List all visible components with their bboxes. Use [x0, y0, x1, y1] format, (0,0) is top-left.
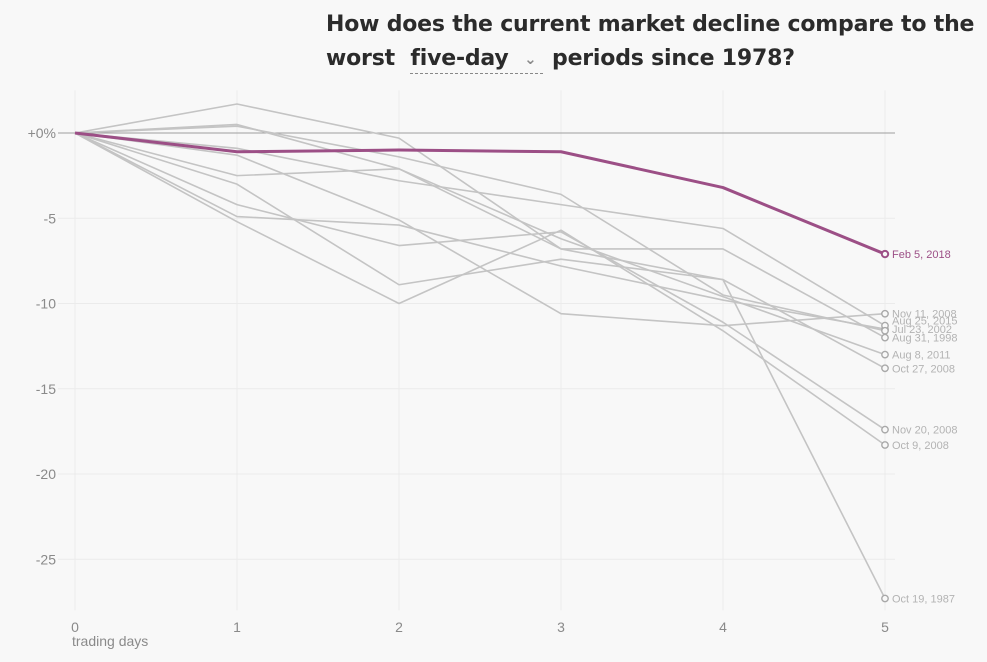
- series-line: [74, 132, 886, 369]
- series-end-marker: [881, 425, 889, 434]
- title-line-1: How does the current market decline comp…: [326, 12, 975, 37]
- series-end-marker: [881, 364, 889, 373]
- series-line: [74, 132, 886, 446]
- x-tick-label: 4: [719, 619, 727, 635]
- x-axis-label: trading days: [72, 633, 148, 649]
- series-end-marker: [881, 326, 889, 335]
- series-end-label: Oct 19, 1987: [892, 593, 955, 605]
- series-lines: [74, 103, 890, 603]
- series-end-label: Oct 27, 2008: [892, 363, 955, 375]
- series-end-label: Feb 5, 2018: [892, 249, 951, 261]
- series-line: [74, 123, 886, 599]
- x-tick-label: 0: [71, 619, 79, 635]
- series-end-label: Jul 23, 2002: [892, 324, 952, 336]
- chart-grid: [58, 90, 895, 611]
- chevron-down-icon: ⌄: [524, 50, 537, 68]
- series-end-label: Oct 9, 2008: [892, 440, 949, 452]
- series-end-marker: [881, 333, 889, 342]
- series-end-marker: [880, 249, 890, 259]
- highlight-series-line: [74, 131, 886, 256]
- title-prefix: worst: [326, 46, 395, 71]
- series-end-marker: [881, 350, 889, 359]
- series-line: [74, 103, 886, 339]
- series-end-label: Nov 20, 2008: [892, 425, 957, 437]
- period-dropdown[interactable]: five-day ⌄: [410, 45, 543, 74]
- series-line: [74, 125, 886, 332]
- series-line: [74, 132, 886, 356]
- x-tick-label: 2: [395, 619, 403, 635]
- series-end-marker: [881, 309, 889, 318]
- x-tick-label: 1: [233, 619, 241, 635]
- title-suffix: periods since 1978?: [552, 46, 795, 71]
- period-dropdown-value: five-day: [410, 46, 509, 71]
- x-tick-label: 3: [557, 619, 565, 635]
- y-tick-label: -10: [36, 296, 56, 312]
- series-end-label: Aug 8, 2011: [892, 350, 951, 362]
- series-end-marker: [881, 441, 889, 449]
- series-line: [74, 132, 886, 330]
- series-end-marker: [881, 594, 889, 603]
- y-tick-label: -15: [36, 381, 56, 397]
- x-tick-label: 5: [881, 619, 889, 635]
- y-axis: +0% -5 -10 -15 -20 -25: [28, 125, 57, 567]
- y-tick-label: -25: [36, 551, 56, 567]
- series-end-label: Aug 25, 2015: [892, 316, 957, 328]
- y-tick-label: +0%: [28, 125, 56, 141]
- series-line: [74, 132, 886, 327]
- series-line: [74, 132, 886, 431]
- series-end-label: Nov 11, 2008: [892, 309, 957, 321]
- chart-title: How does the current market decline comp…: [326, 8, 975, 76]
- x-axis: 0 1 2 3 4 5 trading days: [71, 619, 889, 649]
- title-line-2: worst five-day ⌄ periods since 1978?: [326, 42, 966, 76]
- y-tick-label: -5: [44, 210, 57, 226]
- series-end-label: Aug 31, 1998: [892, 333, 957, 345]
- series-line: [74, 132, 886, 327]
- y-tick-label: -20: [36, 466, 56, 482]
